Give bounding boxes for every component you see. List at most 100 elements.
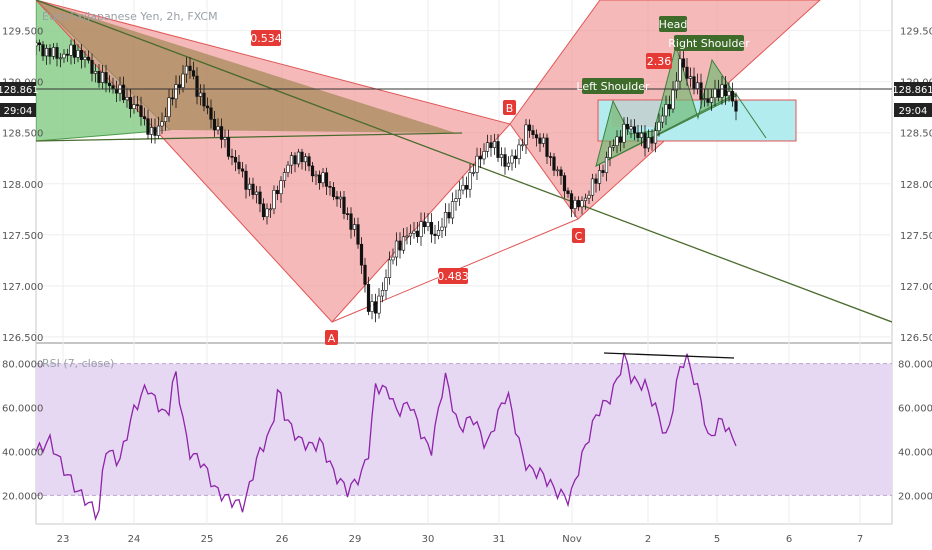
candle-body bbox=[548, 156, 553, 158]
candle-body bbox=[702, 98, 707, 100]
point-label-bg bbox=[503, 100, 516, 115]
candle-body bbox=[618, 136, 623, 143]
candle-body bbox=[601, 170, 605, 173]
last-price-tag-right bbox=[894, 82, 932, 96]
candle-body bbox=[569, 193, 574, 209]
candle-body bbox=[723, 84, 728, 97]
candle-body bbox=[695, 82, 700, 89]
candle-body bbox=[104, 72, 108, 84]
candle-body bbox=[76, 50, 80, 58]
candle-body bbox=[247, 183, 252, 190]
candle-body bbox=[195, 75, 199, 97]
rsi-tick-label: 40.0000 bbox=[898, 447, 932, 458]
candle-body bbox=[408, 232, 413, 237]
candle-body bbox=[212, 119, 217, 131]
candle-body bbox=[83, 56, 87, 60]
candle-body bbox=[356, 224, 360, 245]
candle-body bbox=[121, 84, 126, 101]
candle-body bbox=[79, 50, 84, 60]
candle-body bbox=[279, 180, 283, 195]
candle-body bbox=[300, 151, 304, 163]
candle-body bbox=[587, 194, 591, 199]
candle-body bbox=[296, 151, 301, 165]
candle-body bbox=[335, 196, 339, 200]
last-price-tag-left bbox=[0, 82, 36, 96]
candle-body bbox=[489, 142, 493, 148]
candle-body bbox=[436, 230, 441, 236]
candle-body bbox=[128, 96, 133, 109]
candle-body bbox=[608, 146, 612, 158]
candle-body bbox=[513, 155, 518, 160]
candle-body bbox=[639, 132, 644, 138]
candle-body bbox=[377, 295, 381, 314]
countdown-tag-left bbox=[0, 103, 36, 117]
candle-body bbox=[447, 212, 451, 219]
price-tick-label-left: 126.500 bbox=[2, 333, 43, 344]
candle-body bbox=[202, 92, 206, 107]
countdown-right: 29:04 bbox=[899, 106, 928, 117]
candle-body bbox=[730, 91, 735, 102]
candle-body bbox=[604, 157, 609, 173]
candle-body bbox=[426, 222, 430, 228]
candle-body bbox=[622, 123, 626, 143]
ratio-label-ac: 0.483 bbox=[437, 270, 469, 283]
candle-body bbox=[93, 70, 98, 74]
candle-body bbox=[97, 70, 101, 83]
candle-body bbox=[146, 118, 150, 135]
rsi-title: RSI (7, close) bbox=[42, 357, 114, 370]
candle-body bbox=[72, 44, 77, 58]
right-shoulder-label: Right Shoulder bbox=[668, 37, 750, 50]
rsi-tick-label: 60.0000 bbox=[898, 404, 932, 415]
descending-trendline bbox=[36, 0, 892, 323]
candle-body bbox=[181, 73, 185, 88]
candle-body bbox=[387, 259, 392, 278]
price-tick-label: 128.000 bbox=[900, 180, 932, 191]
ratio-label-bg bbox=[438, 268, 468, 284]
candle-body bbox=[359, 243, 364, 266]
candle-body bbox=[597, 170, 602, 184]
candle-body bbox=[650, 137, 654, 144]
candle-body bbox=[107, 82, 112, 87]
support-line bbox=[36, 132, 463, 142]
time-tick-label: 7 bbox=[857, 534, 863, 545]
time-tick-label: 29 bbox=[349, 534, 362, 545]
shoulder-label-bg bbox=[582, 78, 644, 94]
candle-body bbox=[135, 104, 140, 106]
ratio-label-bd: 2.36 bbox=[647, 55, 672, 68]
candle-body bbox=[552, 156, 556, 171]
candle-body bbox=[254, 191, 259, 195]
candle-body bbox=[580, 200, 584, 208]
candle-body bbox=[286, 164, 290, 173]
candle-body bbox=[331, 187, 336, 197]
time-tick-label: 24 bbox=[128, 534, 141, 545]
candle-body bbox=[86, 56, 91, 61]
candle-body bbox=[366, 284, 371, 312]
candle-body bbox=[44, 48, 49, 57]
candle-body bbox=[69, 44, 73, 56]
candle-body bbox=[524, 124, 528, 146]
candle-body bbox=[562, 175, 567, 192]
candle-body bbox=[468, 172, 472, 190]
candle-body bbox=[170, 97, 175, 100]
time-tick-label: 25 bbox=[201, 534, 214, 545]
candle-body bbox=[184, 65, 189, 75]
candle-body bbox=[345, 213, 350, 215]
candle-body bbox=[555, 169, 560, 172]
candle-body bbox=[636, 132, 640, 138]
rsi-axis-labels: 80.0000 80.0000 60.0000 60.0000 40.0000 40.00… bbox=[2, 360, 932, 503]
time-tick-label: 5 bbox=[714, 534, 720, 545]
candle-body bbox=[230, 156, 234, 158]
last-price-left: 128.861 bbox=[0, 85, 39, 96]
ratio-label-bg bbox=[646, 53, 672, 69]
candle-body bbox=[90, 60, 94, 74]
candle-body bbox=[692, 76, 696, 89]
candle-body bbox=[167, 97, 171, 118]
candle-body bbox=[625, 123, 630, 130]
candle-body bbox=[590, 178, 595, 196]
candle-body bbox=[233, 157, 238, 163]
point-label-bg bbox=[572, 228, 585, 243]
candle-body bbox=[457, 189, 462, 199]
candle-body bbox=[160, 121, 164, 127]
candle-body bbox=[499, 154, 504, 158]
candle-body bbox=[41, 44, 45, 57]
